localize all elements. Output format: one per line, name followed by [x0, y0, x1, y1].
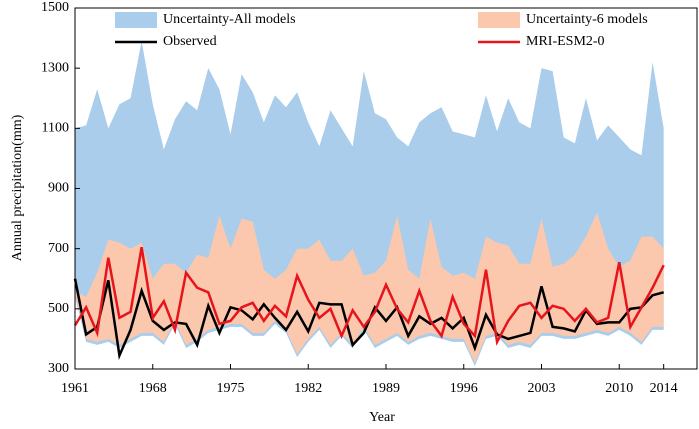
y-tick-label: 500 — [48, 301, 69, 316]
x-tick-label: 1989 — [372, 381, 400, 396]
y-axis-label: Annual precipitation(mm) — [10, 114, 25, 261]
legend-swatch — [478, 12, 520, 28]
y-tick-label: 700 — [48, 241, 69, 256]
x-tick-label: 2014 — [650, 381, 678, 396]
legend-label: Uncertainty-6 models — [526, 12, 648, 27]
data-line — [73, 246, 665, 346]
y-tick-label: 300 — [48, 361, 69, 376]
y-tick-label: 1500 — [41, 0, 69, 15]
x-tick-label: 1982 — [294, 381, 322, 396]
x-tick-label: 2003 — [528, 381, 556, 396]
x-axis-label: Year — [369, 410, 395, 425]
x-tick-label: 1996 — [450, 381, 478, 396]
x-tick-label: 1975 — [217, 381, 245, 396]
x-tick-label: 1968 — [139, 381, 167, 396]
y-tick-label: 900 — [48, 181, 69, 196]
x-tick-label: 2010 — [605, 381, 633, 396]
legend-label: MRI-ESM2-0 — [526, 34, 605, 49]
legend-swatch — [115, 12, 157, 28]
x-tick-label: 1961 — [61, 381, 89, 396]
legend-label: Uncertainty-All models — [163, 12, 296, 27]
legend-label: Observed — [163, 34, 217, 49]
y-tick-label: 1100 — [42, 121, 69, 136]
y-tick-label: 1300 — [41, 60, 69, 75]
